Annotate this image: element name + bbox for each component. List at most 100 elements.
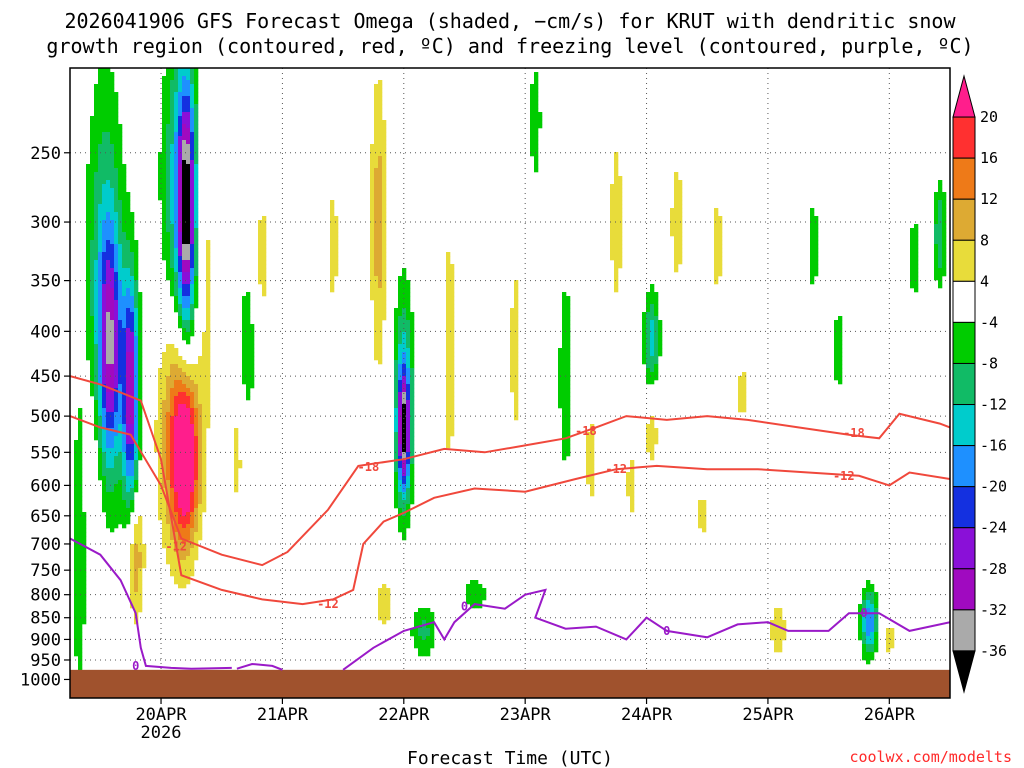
omega-cell bbox=[330, 256, 335, 261]
omega-cell bbox=[674, 256, 679, 261]
omega-cell bbox=[166, 108, 171, 113]
omega-cell bbox=[190, 528, 195, 533]
omega-cell bbox=[618, 196, 623, 201]
omega-cell bbox=[182, 332, 187, 337]
omega-cell bbox=[126, 448, 131, 453]
omega-cell bbox=[186, 124, 191, 129]
omega-cell bbox=[182, 548, 187, 553]
omega-cell bbox=[174, 236, 179, 241]
omega-cell bbox=[446, 400, 451, 405]
omega-cell bbox=[170, 436, 175, 441]
omega-cell bbox=[114, 396, 119, 401]
omega-cell bbox=[562, 352, 567, 357]
omega-cell bbox=[94, 308, 99, 313]
omega-cell bbox=[118, 364, 123, 369]
omega-cell bbox=[186, 148, 191, 153]
omega-cell bbox=[402, 400, 407, 405]
omega-cell bbox=[430, 628, 435, 633]
omega-cell bbox=[450, 396, 455, 401]
omega-cell bbox=[114, 360, 119, 365]
omega-cell bbox=[130, 224, 135, 229]
omega-cell bbox=[166, 540, 171, 545]
omega-cell bbox=[178, 412, 183, 417]
omega-cell bbox=[98, 376, 103, 381]
omega-cell bbox=[410, 456, 415, 461]
omega-cell bbox=[202, 400, 207, 405]
omega-cell bbox=[122, 464, 127, 469]
omega-cell bbox=[242, 340, 247, 345]
omega-cell bbox=[834, 376, 839, 381]
omega-cell bbox=[250, 348, 255, 353]
omega-cell bbox=[198, 488, 203, 493]
omega-cell bbox=[782, 636, 787, 641]
omega-cell bbox=[170, 276, 175, 281]
omega-cell bbox=[914, 228, 919, 233]
omega-cell bbox=[446, 420, 451, 425]
omega-cell bbox=[514, 344, 519, 349]
omega-cell bbox=[106, 144, 111, 149]
omega-cell bbox=[482, 596, 487, 601]
omega-cell bbox=[334, 256, 339, 261]
omega-cell bbox=[98, 320, 103, 325]
omega-cell bbox=[374, 160, 379, 165]
omega-cell bbox=[166, 132, 171, 137]
omega-cell bbox=[126, 420, 131, 425]
omega-cell bbox=[566, 452, 571, 457]
omega-cell bbox=[170, 412, 175, 417]
omega-cell bbox=[174, 216, 179, 221]
omega-cell bbox=[702, 516, 707, 521]
omega-cell bbox=[410, 360, 415, 365]
omega-cell bbox=[398, 408, 403, 413]
omega-cell bbox=[234, 484, 239, 489]
omega-cell bbox=[378, 168, 383, 173]
omega-cell bbox=[178, 488, 183, 493]
omega-cell bbox=[182, 192, 187, 197]
omega-cell bbox=[838, 348, 843, 353]
omega-cell bbox=[98, 272, 103, 277]
omega-cell bbox=[614, 196, 619, 201]
omega-cell bbox=[334, 232, 339, 237]
omega-cell bbox=[194, 368, 199, 373]
omega-cell bbox=[170, 120, 175, 125]
omega-cell bbox=[190, 280, 195, 285]
omega-cell bbox=[446, 396, 451, 401]
omega-cell bbox=[190, 496, 195, 501]
omega-cell bbox=[174, 456, 179, 461]
omega-cell bbox=[86, 272, 91, 277]
omega-cell bbox=[394, 480, 399, 485]
omega-cell bbox=[182, 556, 187, 561]
omega-cell bbox=[182, 96, 187, 101]
omega-cell bbox=[590, 464, 595, 469]
omega-cell bbox=[182, 388, 187, 393]
omega-cell bbox=[198, 368, 203, 373]
omega-cell bbox=[118, 172, 123, 177]
y-tick-label: 550 bbox=[30, 443, 61, 463]
omega-cell bbox=[534, 140, 539, 145]
omega-cell bbox=[74, 592, 79, 597]
omega-cell bbox=[78, 476, 83, 481]
omega-cell bbox=[202, 444, 207, 449]
omega-cell bbox=[162, 520, 167, 525]
omega-cell bbox=[562, 300, 567, 305]
omega-cell bbox=[134, 460, 139, 465]
omega-cell bbox=[234, 456, 239, 461]
omega-cell bbox=[134, 592, 139, 597]
omega-cell bbox=[646, 328, 651, 333]
omega-cell bbox=[406, 292, 411, 297]
omega-cell bbox=[374, 120, 379, 125]
omega-cell bbox=[170, 192, 175, 197]
omega-cell bbox=[614, 184, 619, 189]
omega-cell bbox=[714, 256, 719, 261]
omega-cell bbox=[378, 152, 383, 157]
omega-cell bbox=[374, 212, 379, 217]
omega-cell bbox=[834, 344, 839, 349]
omega-cell bbox=[834, 332, 839, 337]
omega-cell bbox=[166, 416, 171, 421]
omega-cell bbox=[870, 640, 875, 645]
omega-cell bbox=[398, 380, 403, 385]
omega-cell bbox=[778, 632, 783, 637]
omega-cell bbox=[562, 332, 567, 337]
omega-cell bbox=[562, 408, 567, 413]
omega-cell bbox=[114, 292, 119, 297]
omega-cell bbox=[702, 524, 707, 529]
